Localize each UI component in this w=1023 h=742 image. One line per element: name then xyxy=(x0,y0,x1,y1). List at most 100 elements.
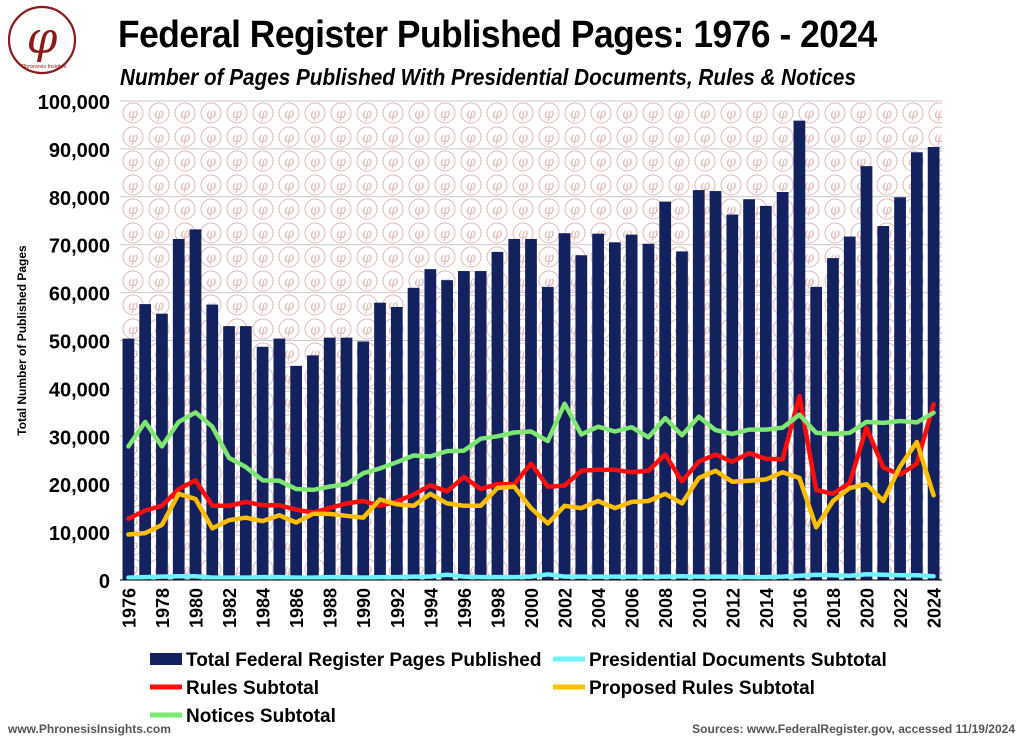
bar-2018 xyxy=(827,258,839,580)
legend-label: Total Federal Register Pages Published xyxy=(186,650,541,671)
x-tick-label: 1984 xyxy=(254,588,274,628)
bar-1994 xyxy=(424,269,437,580)
logo-glyph: φ xyxy=(27,13,58,64)
footer-source: Sources: www.FederalRegister.gov, access… xyxy=(692,722,1015,736)
y-tick-label: 30,000 xyxy=(49,427,110,449)
x-tick-label: 2020 xyxy=(858,588,878,628)
x-tick-label: 2008 xyxy=(656,588,676,628)
bar-2013 xyxy=(743,199,755,580)
bar-2008 xyxy=(659,201,672,580)
bar-2014 xyxy=(759,205,772,580)
bar-2000 xyxy=(525,238,537,580)
x-tick-label: 2014 xyxy=(757,588,777,628)
x-tick-label: 2010 xyxy=(690,588,710,628)
x-tick-label: 1996 xyxy=(455,588,475,628)
bar-1992 xyxy=(390,306,403,580)
x-tick-label: 1992 xyxy=(388,588,408,628)
x-tick-label: 2018 xyxy=(824,588,844,628)
bar-2001 xyxy=(541,286,554,580)
bar-2003 xyxy=(575,255,588,580)
bar-1976 xyxy=(122,338,135,580)
x-tick-label: 2024 xyxy=(925,588,945,628)
y-tick-label: 100,000 xyxy=(38,92,110,114)
y-tick-label: 40,000 xyxy=(49,379,110,401)
bar-1980 xyxy=(189,229,202,580)
legend-label: Rules Subtotal xyxy=(186,678,319,699)
x-tick-label: 1990 xyxy=(354,588,374,628)
phronesis-logo: φ Phronesis Insights xyxy=(7,5,77,75)
y-tick-label: 70,000 xyxy=(49,236,110,258)
x-tick-label: 1976 xyxy=(119,588,139,628)
bar-1983 xyxy=(239,326,252,580)
bar-2015 xyxy=(776,192,789,580)
bar-1998 xyxy=(491,251,504,580)
y-axis-label: Total Number of Published Pages xyxy=(15,245,29,436)
bar-1993 xyxy=(407,287,420,580)
notices-line xyxy=(126,401,936,493)
y-tick-label: 60,000 xyxy=(49,284,110,306)
y-tick-label: 20,000 xyxy=(49,475,110,497)
logo-text: Phronesis Insights xyxy=(22,64,67,70)
bar-2021 xyxy=(877,226,890,581)
bar-2010 xyxy=(692,190,705,580)
legend-label: Presidential Documents Subtotal xyxy=(589,650,887,671)
bar-1985 xyxy=(273,338,286,580)
x-tick-label: 2006 xyxy=(623,588,643,628)
x-tick-label: 1980 xyxy=(186,588,206,628)
x-tick-label: 1998 xyxy=(488,588,508,628)
bar-1989 xyxy=(340,337,353,580)
x-tick-label: 2016 xyxy=(790,588,810,628)
x-tick-label: 2012 xyxy=(723,588,743,628)
bar-2022 xyxy=(894,197,906,581)
x-tick-label: 1994 xyxy=(421,588,441,628)
bar-2019 xyxy=(843,236,856,580)
bar-1990 xyxy=(357,341,370,580)
bar-1999 xyxy=(508,238,521,580)
y-tick-label: 0 xyxy=(99,571,110,593)
bar-2020 xyxy=(860,166,873,581)
legend-swatch xyxy=(150,653,182,665)
bar-2007 xyxy=(642,243,655,580)
x-tick-label: 1978 xyxy=(153,588,173,628)
rules-line xyxy=(126,393,936,521)
bar-1996 xyxy=(458,271,470,580)
bar-1977 xyxy=(139,304,152,580)
chart-title: Federal Register Published Pages: 1976 -… xyxy=(118,14,877,56)
bar-2024 xyxy=(927,146,940,580)
bar-2016 xyxy=(793,120,806,580)
bar-2004 xyxy=(592,233,604,581)
bar-1991 xyxy=(374,302,386,580)
bar-2006 xyxy=(625,234,638,581)
bar-1987 xyxy=(307,355,319,580)
bar-2023 xyxy=(910,152,923,581)
y-tick-label: 80,000 xyxy=(49,188,110,210)
x-tick-label: 1988 xyxy=(321,588,341,628)
y-tick-label: 10,000 xyxy=(49,523,110,545)
x-tick-label: 1982 xyxy=(220,588,240,628)
x-tick-label: 1986 xyxy=(287,588,307,628)
presidential-line xyxy=(126,572,936,580)
bar-1997 xyxy=(474,271,487,580)
bar-2009 xyxy=(676,251,688,580)
x-tick-label: 2000 xyxy=(522,588,542,628)
x-tick-label: 2004 xyxy=(589,588,609,628)
bar-1981 xyxy=(206,304,219,580)
x-tick-label: 2022 xyxy=(891,588,911,628)
bar-1995 xyxy=(441,280,453,580)
bar-1982 xyxy=(223,326,235,580)
legend-label: Notices Subtotal xyxy=(186,706,336,727)
footer-website: www.PhronesisInsights.com xyxy=(8,722,171,736)
bar-2012 xyxy=(726,214,739,580)
proposed-rules-line xyxy=(126,439,936,537)
bar-1979 xyxy=(172,238,185,580)
legend-label: Proposed Rules Subtotal xyxy=(589,678,815,699)
bar-1984 xyxy=(256,346,269,580)
x-tick-label: 2002 xyxy=(556,588,576,628)
bar-2011 xyxy=(709,191,722,580)
bar-1986 xyxy=(290,365,303,580)
bar-1988 xyxy=(323,337,336,580)
bar-2005 xyxy=(609,242,621,580)
y-tick-label: 50,000 xyxy=(49,332,110,354)
y-tick-label: 90,000 xyxy=(49,140,110,162)
